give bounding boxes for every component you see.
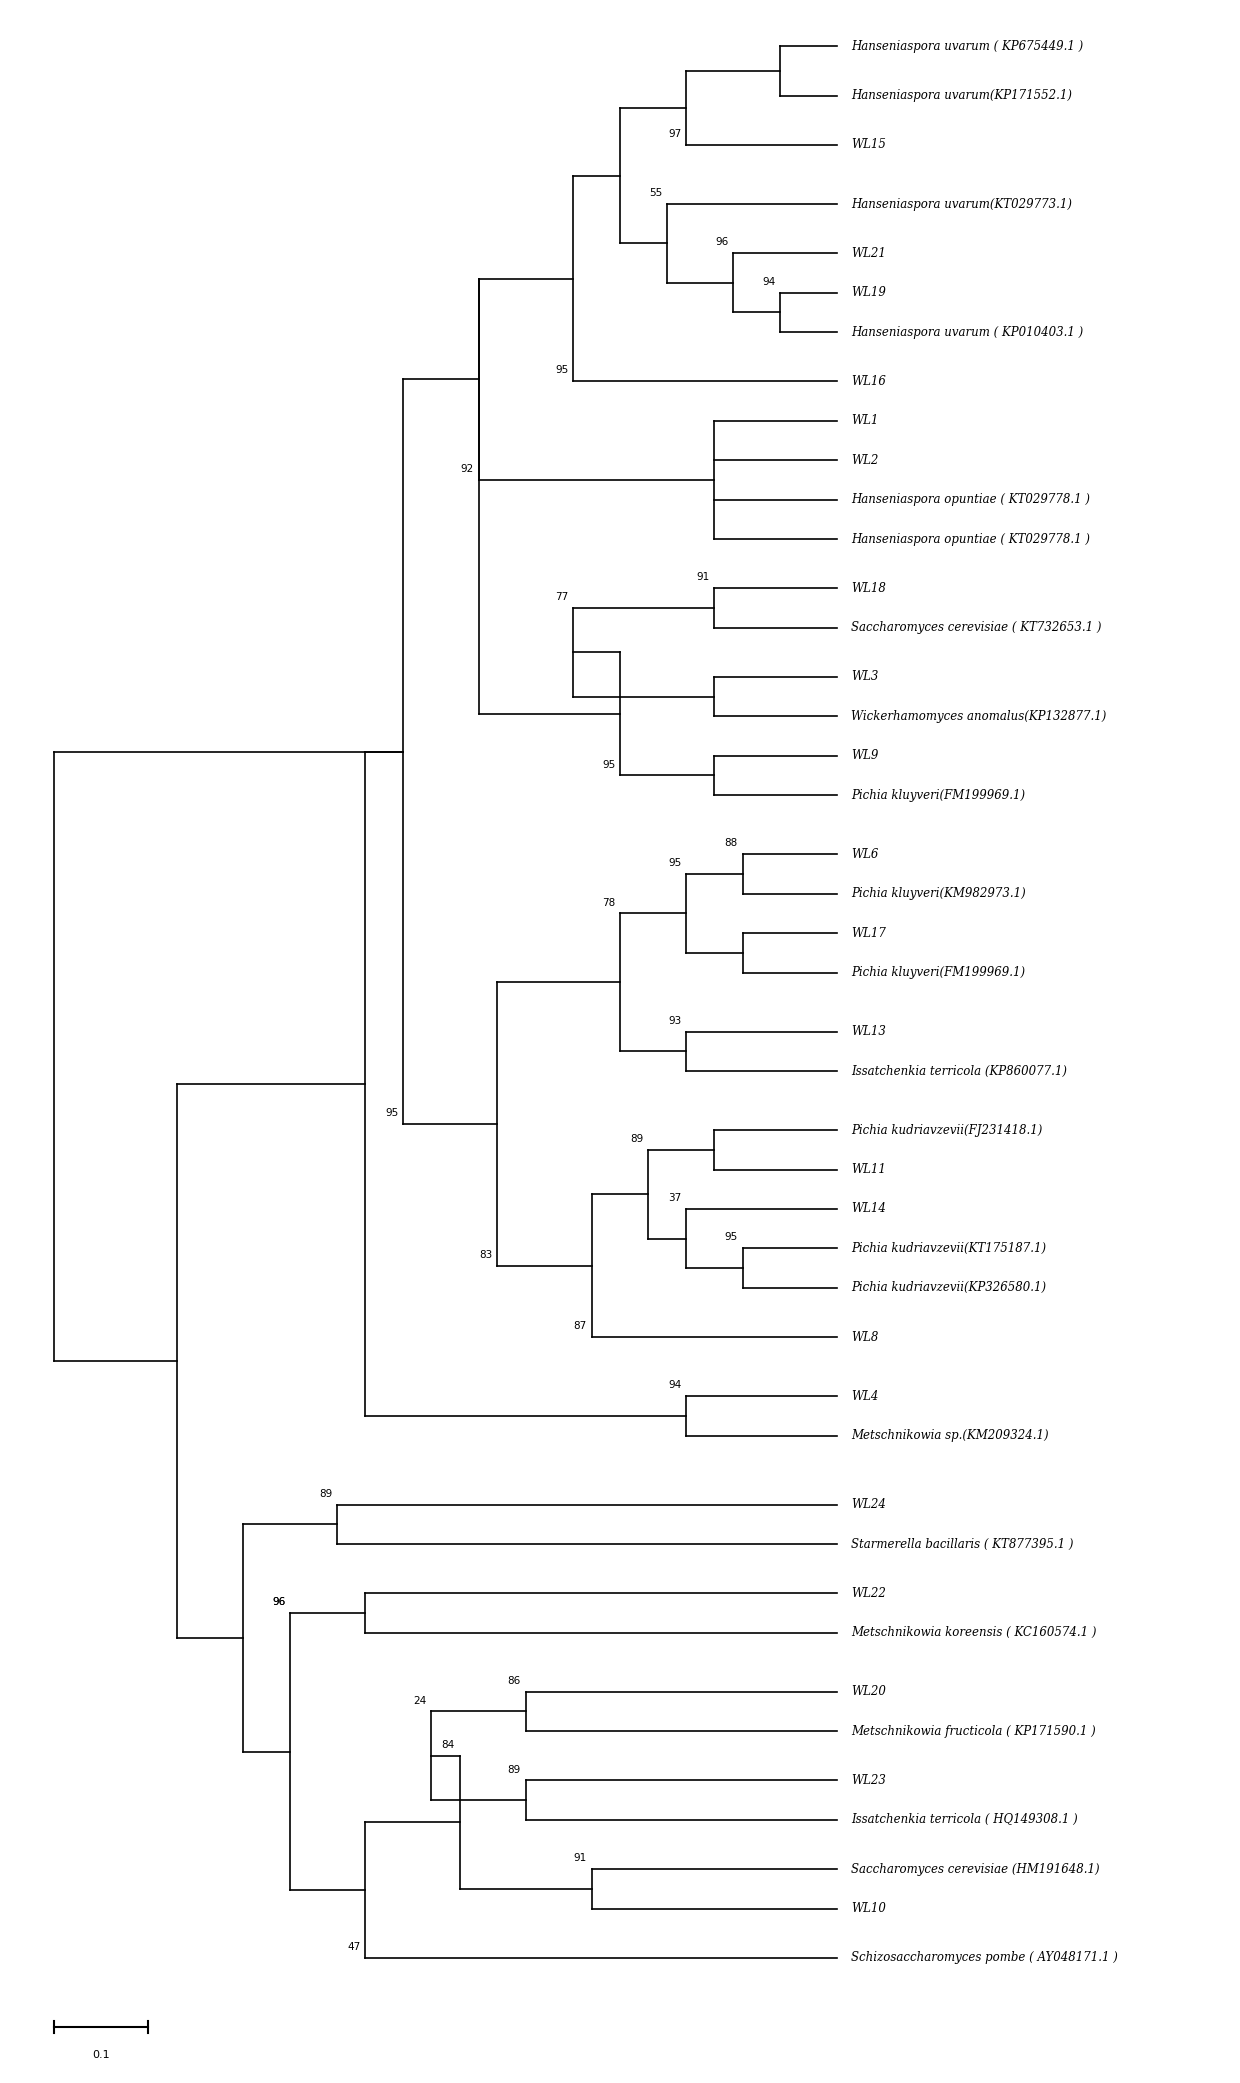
Text: Saccharomyces cerevisiae ( KT732653.1 ): Saccharomyces cerevisiae ( KT732653.1 ) xyxy=(851,621,1101,633)
Text: WL19: WL19 xyxy=(851,285,885,300)
Text: 94: 94 xyxy=(763,277,776,287)
Text: WL21: WL21 xyxy=(851,246,885,260)
Text: Issatchenkia terricola ( HQ149308.1 ): Issatchenkia terricola ( HQ149308.1 ) xyxy=(851,1814,1078,1827)
Text: 37: 37 xyxy=(668,1194,681,1204)
Text: 89: 89 xyxy=(630,1133,644,1144)
Text: Hanseniaspora uvarum(KP171552.1): Hanseniaspora uvarum(KP171552.1) xyxy=(851,90,1073,102)
Text: Metschnikowia fructicola ( KP171590.1 ): Metschnikowia fructicola ( KP171590.1 ) xyxy=(851,1725,1096,1737)
Text: 94: 94 xyxy=(668,1381,681,1389)
Text: Metschnikowia koreensis ( KC160574.1 ): Metschnikowia koreensis ( KC160574.1 ) xyxy=(851,1627,1096,1639)
Text: 97: 97 xyxy=(668,129,681,140)
Text: Schizosaccharomyces pombe ( AY048171.1 ): Schizosaccharomyces pombe ( AY048171.1 ) xyxy=(851,1952,1118,1964)
Text: 95: 95 xyxy=(668,858,681,869)
Text: WL15: WL15 xyxy=(851,137,885,152)
Text: Hanseniaspora uvarum(KT029773.1): Hanseniaspora uvarum(KT029773.1) xyxy=(851,198,1073,210)
Text: 96: 96 xyxy=(715,237,728,248)
Text: 0.1: 0.1 xyxy=(93,2050,110,2060)
Text: WL4: WL4 xyxy=(851,1389,878,1402)
Text: WL16: WL16 xyxy=(851,375,885,387)
Text: Pichia kluyveri(KM982973.1): Pichia kluyveri(KM982973.1) xyxy=(851,887,1025,900)
Text: 78: 78 xyxy=(603,898,615,908)
Text: WL8: WL8 xyxy=(851,1331,878,1344)
Text: Pichia kudriavzevii(FJ231418.1): Pichia kudriavzevii(FJ231418.1) xyxy=(851,1123,1043,1137)
Text: Pichia kluyveri(FM199969.1): Pichia kluyveri(FM199969.1) xyxy=(851,789,1025,802)
Text: 55: 55 xyxy=(650,187,662,198)
Text: 96: 96 xyxy=(272,1598,285,1608)
Text: 95: 95 xyxy=(386,1108,398,1119)
Text: 93: 93 xyxy=(668,1017,681,1025)
Text: WL17: WL17 xyxy=(851,927,885,939)
Text: Hanseniaspora uvarum ( KP010403.1 ): Hanseniaspora uvarum ( KP010403.1 ) xyxy=(851,325,1084,340)
Text: WL9: WL9 xyxy=(851,750,878,762)
Text: 95: 95 xyxy=(724,1233,738,1241)
Text: WL20: WL20 xyxy=(851,1685,885,1698)
Text: WL3: WL3 xyxy=(851,671,878,683)
Text: 89: 89 xyxy=(319,1489,332,1498)
Text: Pichia kudriavzevii(KP326580.1): Pichia kudriavzevii(KP326580.1) xyxy=(851,1281,1047,1294)
Text: Wickerhamomyces anomalus(KP132877.1): Wickerhamomyces anomalus(KP132877.1) xyxy=(851,710,1106,723)
Text: 77: 77 xyxy=(554,592,568,602)
Text: 95: 95 xyxy=(603,760,615,769)
Text: Saccharomyces cerevisiae (HM191648.1): Saccharomyces cerevisiae (HM191648.1) xyxy=(851,1862,1100,1875)
Text: WL24: WL24 xyxy=(851,1498,885,1510)
Text: WL22: WL22 xyxy=(851,1587,885,1600)
Text: Hanseniaspora opuntiae ( KT029778.1 ): Hanseniaspora opuntiae ( KT029778.1 ) xyxy=(851,533,1090,546)
Text: Hanseniaspora opuntiae ( KT029778.1 ): Hanseniaspora opuntiae ( KT029778.1 ) xyxy=(851,494,1090,506)
Text: Starmerella bacillaris ( KT877395.1 ): Starmerella bacillaris ( KT877395.1 ) xyxy=(851,1537,1074,1550)
Text: 87: 87 xyxy=(574,1321,587,1331)
Text: 89: 89 xyxy=(507,1764,521,1775)
Text: WL11: WL11 xyxy=(851,1162,885,1177)
Text: WL18: WL18 xyxy=(851,581,885,596)
Text: 83: 83 xyxy=(480,1250,492,1260)
Text: WL23: WL23 xyxy=(851,1775,885,1787)
Text: 47: 47 xyxy=(347,1941,361,1952)
Text: Issatchenkia terricola (KP860077.1): Issatchenkia terricola (KP860077.1) xyxy=(851,1064,1068,1077)
Text: 88: 88 xyxy=(724,837,738,848)
Text: Pichia kluyveri(FM199969.1): Pichia kluyveri(FM199969.1) xyxy=(851,967,1025,979)
Text: Metschnikowia sp.(KM209324.1): Metschnikowia sp.(KM209324.1) xyxy=(851,1429,1049,1441)
Text: 96: 96 xyxy=(272,1598,285,1608)
Text: 95: 95 xyxy=(554,365,568,375)
Text: 91: 91 xyxy=(697,573,709,583)
Text: 91: 91 xyxy=(574,1854,587,1862)
Text: Hanseniaspora uvarum ( KP675449.1 ): Hanseniaspora uvarum ( KP675449.1 ) xyxy=(851,40,1084,52)
Text: 92: 92 xyxy=(460,465,474,475)
Text: WL14: WL14 xyxy=(851,1202,885,1216)
Text: 84: 84 xyxy=(441,1739,455,1750)
Text: WL1: WL1 xyxy=(851,415,878,427)
Text: 24: 24 xyxy=(413,1696,427,1706)
Text: WL2: WL2 xyxy=(851,454,878,467)
Text: Pichia kudriavzevii(KT175187.1): Pichia kudriavzevii(KT175187.1) xyxy=(851,1241,1047,1254)
Text: 86: 86 xyxy=(507,1677,521,1685)
Text: WL10: WL10 xyxy=(851,1902,885,1914)
Text: WL6: WL6 xyxy=(851,848,878,860)
Text: WL13: WL13 xyxy=(851,1025,885,1037)
